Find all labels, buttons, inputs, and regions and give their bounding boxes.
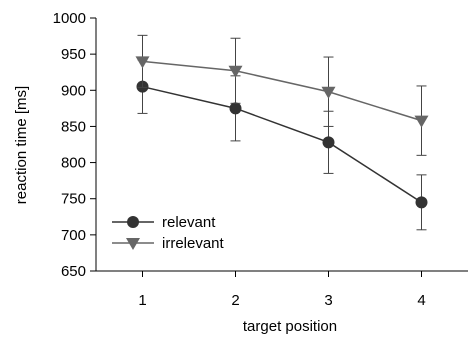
legend-marker — [127, 216, 139, 228]
x-tick-label: 4 — [417, 292, 425, 309]
y-tick-label: 800 — [61, 155, 86, 172]
legend: relevant irrelevant — [112, 214, 225, 252]
y-tick-label: 650 — [61, 263, 86, 280]
plot-area — [95, 18, 468, 272]
y-axis-label: reaction time [ms] — [13, 86, 30, 204]
data-point — [415, 196, 428, 209]
x-tick-label: 2 — [231, 292, 239, 309]
series-relevant — [136, 59, 428, 231]
data-point — [228, 65, 243, 78]
series-line — [142, 60, 422, 122]
y-tick-label: 1000 — [53, 10, 86, 27]
x-axis-ticks: 1 2 3 4 — [138, 271, 426, 309]
y-tick-label: 900 — [61, 82, 86, 99]
data-point — [135, 56, 150, 69]
x-tick-label: 3 — [324, 292, 332, 309]
x-tick-label: 1 — [138, 292, 146, 309]
data-point — [414, 115, 429, 128]
data-point — [322, 136, 335, 149]
series-irrelevant — [135, 34, 429, 156]
series-line — [142, 85, 422, 203]
y-tick-label: 700 — [61, 227, 86, 244]
data-point — [321, 86, 336, 99]
legend-label: irrelevant — [162, 235, 225, 252]
y-tick-label: 850 — [61, 118, 86, 135]
y-tick-label: 750 — [61, 191, 86, 208]
legend-label: relevant — [162, 214, 216, 231]
y-tick-label: 950 — [61, 46, 86, 63]
x-axis-label: target position — [243, 318, 337, 335]
data-point — [229, 102, 242, 115]
y-axis-ticks: 650 700 750 800 850 900 950 1000 — [53, 10, 96, 280]
series-layer — [135, 34, 429, 231]
legend-marker — [126, 238, 140, 250]
